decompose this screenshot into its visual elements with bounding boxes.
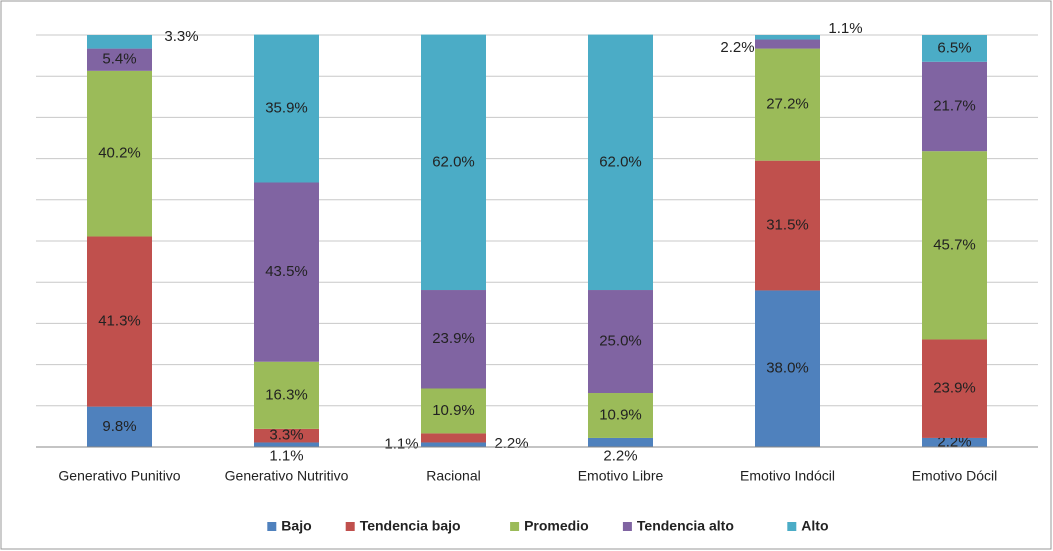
data-label: 2.2%: [603, 447, 637, 464]
legend-swatch: [510, 522, 520, 531]
data-label: 27.2%: [766, 96, 809, 113]
legend-swatch: [622, 522, 632, 531]
data-label: 9.8%: [102, 418, 136, 435]
data-label: 31.5%: [766, 217, 809, 234]
legend-label: Tendencia bajo: [360, 518, 461, 534]
data-label: 3.3%: [164, 28, 198, 45]
bar-segment: [922, 437, 987, 447]
bar-segment: [755, 39, 820, 49]
bar-segment: [922, 61, 987, 152]
bar-segment: [421, 388, 486, 434]
bar-segment: [755, 48, 820, 161]
bar-segment: [87, 35, 152, 49]
data-label: 10.9%: [599, 406, 642, 423]
legend-label: Tendencia alto: [637, 518, 734, 534]
legend-label: Promedio: [524, 518, 589, 534]
data-label: 35.9%: [265, 100, 308, 117]
data-label: 1.1%: [828, 20, 862, 37]
x-tick-label: Emotivo Dócil: [912, 468, 998, 484]
data-label: 45.7%: [933, 236, 976, 253]
bar-segment: [588, 34, 653, 291]
bar-segment: [87, 406, 152, 447]
bar-segment: [254, 361, 319, 429]
bar-segment: [588, 437, 653, 447]
data-label: 1.1%: [269, 448, 303, 465]
bar-segment: [755, 160, 820, 291]
bar-segment: [254, 34, 319, 183]
bar-segment: [254, 182, 319, 362]
bar-segment: [755, 35, 820, 40]
data-label: 25.0%: [599, 332, 642, 349]
legend-label: Alto: [801, 518, 828, 534]
bar-segment: [87, 236, 152, 407]
bar-segment: [87, 70, 152, 237]
legend-swatch: [267, 522, 277, 531]
data-label: 5.4%: [102, 51, 136, 68]
bar-segment: [588, 393, 653, 438]
bar-segment: [755, 290, 820, 447]
data-label: 23.9%: [432, 330, 475, 347]
bar-segment: [421, 442, 486, 447]
bar-segment: [922, 35, 987, 62]
legend-swatch: [787, 522, 797, 531]
bar-segment: [922, 339, 987, 438]
x-tick-label: Emotivo Indócil: [740, 468, 835, 484]
bar-segment: [421, 290, 486, 389]
x-tick-label: Racional: [426, 468, 480, 484]
x-tick-label: Emotivo Libre: [578, 468, 664, 484]
data-label: 3.3%: [269, 427, 303, 444]
data-label: 1.1%: [384, 436, 418, 453]
bar-segment: [87, 48, 152, 71]
legend-swatch: [345, 522, 355, 531]
data-label: 43.5%: [265, 263, 308, 280]
data-label: 21.7%: [933, 97, 976, 114]
data-label: 62.0%: [599, 153, 642, 170]
bar-segment: [421, 433, 486, 443]
legend-label: Bajo: [281, 518, 311, 534]
data-label: 2.2%: [720, 39, 754, 56]
data-label: 16.3%: [265, 386, 308, 403]
x-tick-label: Generativo Punitivo: [58, 468, 180, 484]
data-label: 2.2%: [494, 435, 528, 452]
bar-segment: [421, 34, 486, 291]
data-label: 38.0%: [766, 360, 809, 377]
data-label: 23.9%: [933, 380, 976, 397]
bar-segment: [588, 290, 653, 394]
data-label: 6.5%: [937, 39, 971, 56]
data-label: 40.2%: [98, 145, 141, 162]
data-label: 10.9%: [432, 402, 475, 419]
bar-segment: [254, 442, 319, 447]
x-tick-label: Generativo Nutritivo: [225, 468, 349, 484]
data-label: 62.0%: [432, 153, 475, 170]
bar-segment: [254, 428, 319, 443]
bar-segment: [922, 151, 987, 340]
data-label: 41.3%: [98, 313, 141, 330]
